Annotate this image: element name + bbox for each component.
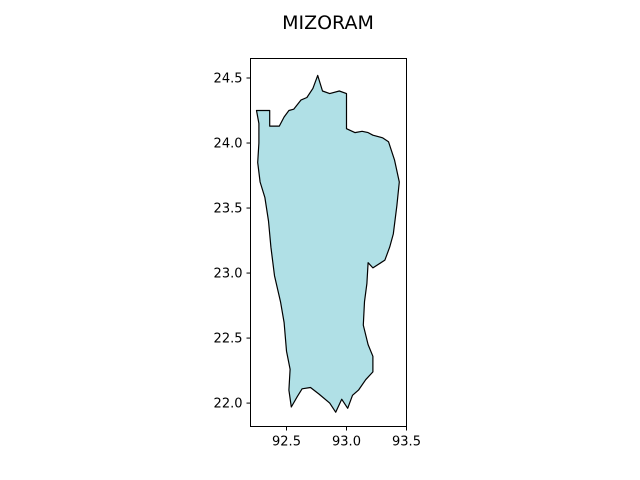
y-tick-label: 22.5 [214, 332, 243, 347]
y-tick-label: 24.5 [214, 72, 243, 87]
y-tick-label: 23.5 [214, 202, 243, 217]
axes-frame [250, 58, 407, 427]
x-tick-label: 93.5 [392, 435, 421, 450]
y-tick-label: 24.0 [214, 137, 243, 152]
mizoram-boundary [255, 74, 400, 413]
y-tick-label: 23.0 [214, 267, 243, 282]
region-layer [255, 74, 400, 413]
x-tick-label: 92.5 [272, 435, 301, 450]
y-tick-label: 22.0 [214, 397, 243, 412]
x-tick-label: 93.0 [332, 435, 361, 450]
y-axis: 22.0 22.5 23.0 23.5 24.0 24.5 [214, 72, 251, 412]
x-axis: 92.5 93.0 93.5 [272, 426, 421, 450]
chart-title: MIZORAM [282, 12, 374, 34]
